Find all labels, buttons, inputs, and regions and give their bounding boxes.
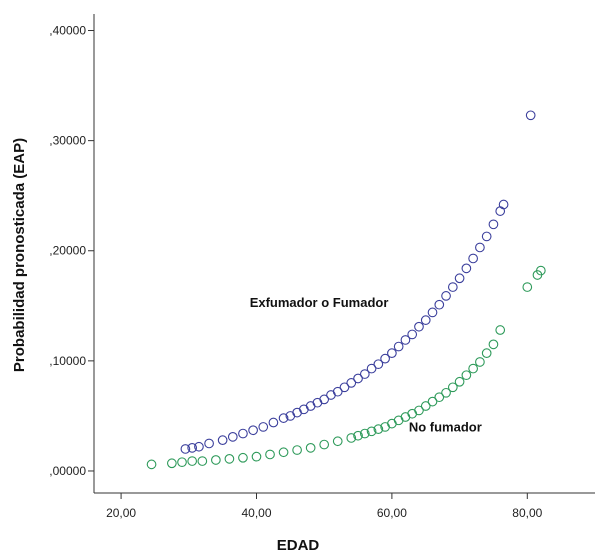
ticks: ,00000 ,10000 ,20000 ,30000 ,40000 20,00 40,00… [49, 24, 542, 520]
data-point [498, 199, 509, 210]
data-point [187, 456, 198, 466]
data-point [427, 307, 438, 318]
data-point [346, 433, 357, 443]
data-point [211, 455, 221, 465]
data-point [217, 435, 228, 445]
data-point [224, 454, 235, 464]
data-point [447, 282, 458, 292]
data-point [238, 452, 248, 463]
data-point [373, 359, 384, 370]
data-point [434, 299, 445, 310]
data-point [373, 424, 384, 434]
data-point [197, 456, 208, 466]
y-tick-label: ,10000 [49, 354, 86, 368]
data-point [495, 206, 506, 216]
data-point [238, 428, 248, 439]
data-point [481, 231, 492, 242]
data-point [366, 426, 377, 437]
x-tick-label: 40,00 [241, 506, 271, 520]
y-tick-label: ,40000 [49, 24, 86, 38]
data-point [346, 378, 357, 388]
data-point [387, 348, 397, 359]
data-point [359, 428, 370, 439]
data-point [339, 382, 350, 393]
y-tick-label: ,20000 [49, 244, 86, 258]
data-point [434, 392, 445, 403]
data-point [278, 413, 289, 423]
data-point [204, 438, 214, 449]
annotation-no-fumador: No fumador [409, 419, 482, 434]
x-axis-title: EDAD [277, 537, 320, 554]
y-axis-title: Probabilidad pronosticada (EAP) [11, 138, 28, 372]
axes [93, 14, 595, 494]
x-tick-label: 80,00 [512, 506, 542, 520]
data-point [194, 441, 204, 452]
data-point [393, 341, 404, 352]
data-point [461, 370, 472, 381]
x-tick-label: 20,00 [106, 506, 136, 520]
data-point [475, 357, 485, 367]
data-point [461, 263, 472, 274]
data-point [414, 405, 424, 416]
data-point [251, 451, 262, 462]
data-point [525, 110, 536, 121]
data-point [380, 353, 390, 364]
data-point [292, 445, 302, 455]
data-point [332, 386, 343, 397]
data-point [441, 291, 451, 301]
data-point [258, 422, 269, 432]
data-point [481, 348, 492, 359]
data-point [475, 242, 485, 253]
data-point [427, 396, 438, 407]
data-point [400, 335, 411, 345]
series-1 [146, 265, 546, 470]
data-point [468, 363, 478, 374]
data-point [146, 459, 157, 470]
data-point [265, 449, 275, 460]
data-point [420, 315, 431, 325]
data-point [177, 457, 187, 468]
data-point [227, 431, 238, 442]
data-point [495, 325, 506, 335]
x-tick-label: 60,00 [377, 506, 407, 520]
data-point [359, 369, 370, 379]
data-point [248, 425, 258, 436]
data-point [447, 382, 458, 393]
data-point [319, 439, 330, 450]
data-point [414, 321, 424, 332]
data-point [454, 376, 465, 387]
data-point [319, 394, 330, 405]
data-point [454, 273, 465, 284]
series-0 [180, 110, 536, 454]
annotation-exfumador: Exfumador o Fumador [250, 295, 389, 310]
data-point [353, 430, 363, 441]
data-point [332, 436, 343, 447]
data-point [180, 444, 191, 454]
y-tick-label: ,30000 [49, 134, 86, 148]
data-point [535, 265, 546, 276]
data-point [366, 363, 377, 374]
data-point [407, 329, 418, 340]
y-tick-label: ,00000 [49, 464, 86, 478]
data-point [468, 253, 478, 264]
data-point [305, 443, 316, 453]
data-point [187, 443, 198, 453]
points [146, 110, 546, 470]
data-point [167, 458, 177, 469]
data-point [268, 417, 279, 428]
data-point [488, 219, 499, 230]
data-point [278, 447, 289, 458]
data-point [488, 339, 499, 350]
data-point [353, 373, 363, 384]
data-point [420, 401, 431, 411]
data-point [522, 282, 533, 292]
data-point [441, 387, 451, 398]
